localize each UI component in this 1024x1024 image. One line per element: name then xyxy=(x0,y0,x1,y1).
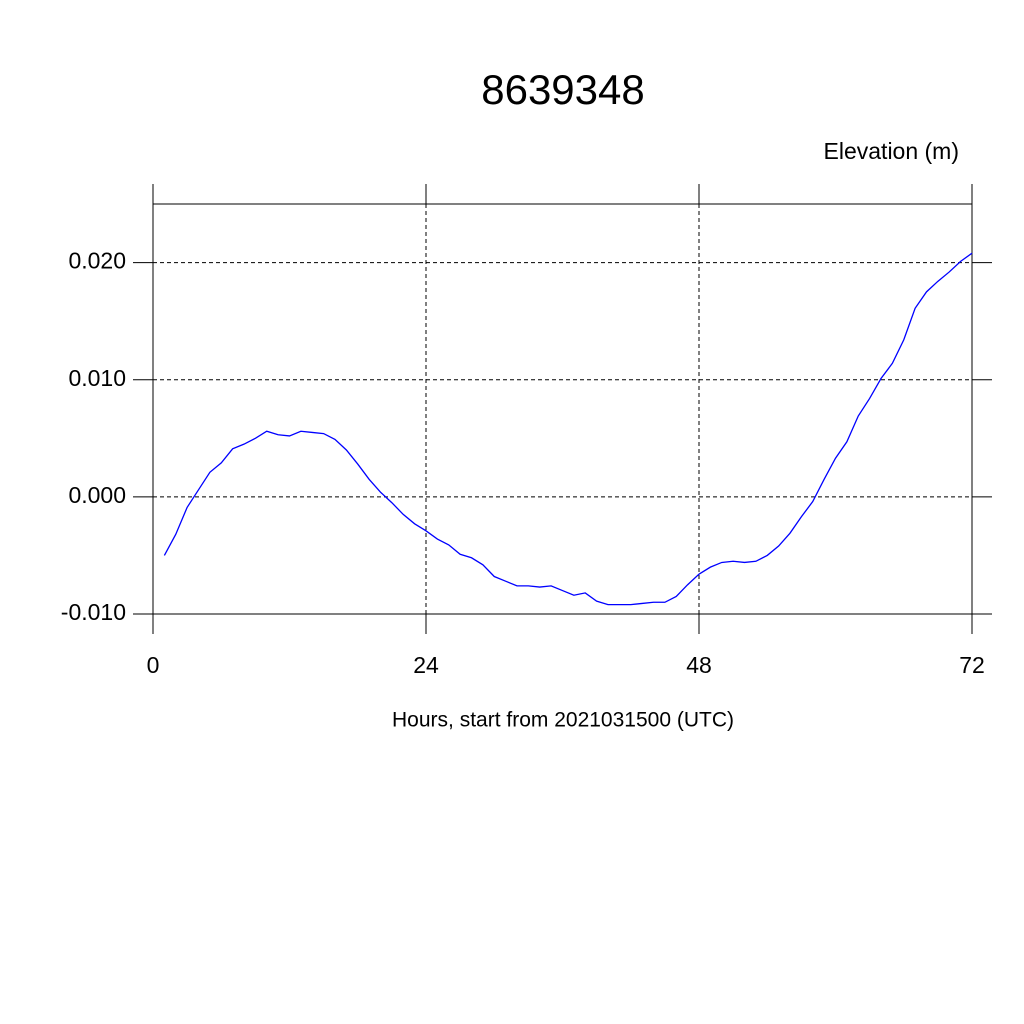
subtitle: Elevation (m) xyxy=(824,138,959,164)
y-tick-label: 0.020 xyxy=(68,248,126,274)
x-tick-label: 0 xyxy=(147,652,160,678)
y-tick-label: -0.010 xyxy=(61,599,126,625)
chart-title: 8639348 xyxy=(481,66,645,113)
data-line xyxy=(163,252,973,606)
x-tick-label: 24 xyxy=(413,652,439,678)
plot-frame xyxy=(152,203,973,615)
x-axis-label: Hours, start from 2021031500 (UTC) xyxy=(392,709,734,732)
x-tick-label: 48 xyxy=(686,652,712,678)
y-tick-label: 0.000 xyxy=(68,482,126,508)
y-tick-label: 0.010 xyxy=(68,365,126,391)
x-tick-label: 72 xyxy=(959,652,985,678)
